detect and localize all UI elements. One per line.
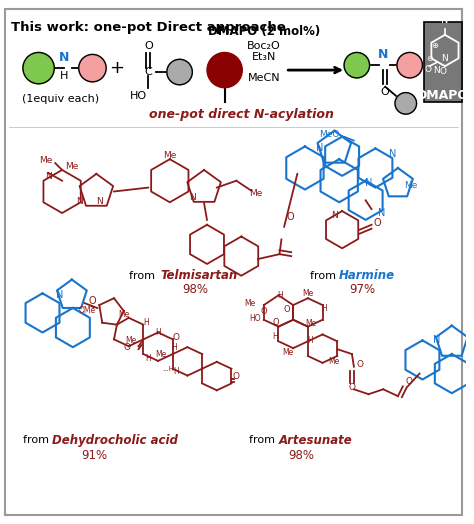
Text: 98%: 98% <box>288 450 314 462</box>
Text: Me: Me <box>163 151 176 160</box>
Text: O: O <box>172 333 179 342</box>
Text: O: O <box>374 218 381 228</box>
Text: O: O <box>261 308 267 316</box>
Text: one-pot direct N-acylation: one-pot direct N-acylation <box>149 107 334 121</box>
Text: Me: Me <box>446 13 457 22</box>
Text: Me: Me <box>249 189 263 198</box>
Text: N: N <box>316 144 323 154</box>
Circle shape <box>344 52 370 78</box>
Text: (1equiv each): (1equiv each) <box>22 94 99 104</box>
Text: Me: Me <box>155 350 167 358</box>
Text: N: N <box>378 48 389 61</box>
Text: N: N <box>59 51 69 64</box>
Text: ...H: ...H <box>162 366 174 372</box>
Circle shape <box>397 52 422 78</box>
Text: O: O <box>356 361 363 369</box>
Text: Boc₂O: Boc₂O <box>247 40 281 51</box>
Text: Me: Me <box>245 299 256 308</box>
Circle shape <box>395 93 417 114</box>
Text: Me: Me <box>305 319 317 328</box>
Text: O: O <box>272 318 279 327</box>
Text: H: H <box>278 291 283 300</box>
Text: N: N <box>45 172 52 181</box>
Text: H: H <box>173 367 179 376</box>
Circle shape <box>79 54 106 82</box>
Text: N: N <box>433 66 439 74</box>
Text: O: O <box>405 377 412 386</box>
Text: 98%: 98% <box>182 283 209 296</box>
Text: N: N <box>365 178 372 188</box>
Text: Me: Me <box>125 336 136 345</box>
Text: Me: Me <box>435 13 446 22</box>
Text: O: O <box>284 305 291 314</box>
Text: N: N <box>189 193 196 202</box>
Text: H: H <box>155 328 161 337</box>
Text: Me: Me <box>282 347 293 356</box>
Text: Me: Me <box>65 161 78 170</box>
Text: N: N <box>76 197 83 206</box>
Text: +: + <box>109 59 125 77</box>
Text: Me: Me <box>302 289 313 298</box>
Text: Telmisartan: Telmisartan <box>160 269 237 282</box>
Text: DMAPO: DMAPO <box>417 89 469 102</box>
Text: H: H <box>322 303 328 312</box>
Text: H: H <box>60 71 68 81</box>
Text: OMe: OMe <box>78 307 95 315</box>
Text: O: O <box>123 343 130 352</box>
Text: N: N <box>331 211 337 220</box>
Text: MeO: MeO <box>319 130 339 139</box>
Text: Artesunate: Artesunate <box>279 434 352 446</box>
Text: ⊖: ⊖ <box>426 54 433 63</box>
Text: Me: Me <box>39 156 52 165</box>
Text: O: O <box>233 372 240 381</box>
Text: 97%: 97% <box>349 283 375 296</box>
Text: HO: HO <box>130 91 147 101</box>
Text: H: H <box>144 318 149 327</box>
Text: DMAPO (2 mol%): DMAPO (2 mol%) <box>208 25 320 38</box>
Text: O: O <box>286 212 294 222</box>
Text: MeCN: MeCN <box>247 73 280 83</box>
Text: from: from <box>23 435 53 445</box>
Text: Me: Me <box>404 181 418 190</box>
Text: from: from <box>310 271 339 281</box>
Text: N: N <box>378 208 385 218</box>
Circle shape <box>167 59 192 85</box>
Text: N: N <box>96 197 103 206</box>
FancyBboxPatch shape <box>5 9 462 515</box>
Text: O: O <box>89 296 96 306</box>
Text: This work: one-pot Direct approache: This work: one-pot Direct approache <box>11 21 286 34</box>
Text: O: O <box>144 40 153 50</box>
Text: Me: Me <box>118 310 129 319</box>
Text: H: H <box>171 343 177 352</box>
Text: from: from <box>249 435 279 445</box>
Text: N: N <box>433 335 441 345</box>
Text: O: O <box>381 87 390 97</box>
Text: 91%: 91% <box>82 450 108 462</box>
Text: Harmine: Harmine <box>339 269 395 282</box>
Text: HO: HO <box>249 314 261 323</box>
Text: O: O <box>425 64 432 73</box>
Circle shape <box>23 52 54 84</box>
Text: N: N <box>441 15 448 25</box>
Text: H: H <box>307 336 313 345</box>
Text: O: O <box>439 67 447 75</box>
Text: O: O <box>348 383 356 392</box>
Text: N: N <box>56 290 64 300</box>
Text: H: H <box>273 332 278 341</box>
Circle shape <box>207 52 242 88</box>
Text: N: N <box>389 149 397 159</box>
Text: Me: Me <box>328 357 340 366</box>
Text: Dehydrocholic acid: Dehydrocholic acid <box>52 434 178 446</box>
Text: ⊕: ⊕ <box>432 41 438 50</box>
Text: Et₃N: Et₃N <box>252 52 276 62</box>
Text: from: from <box>128 271 158 281</box>
FancyBboxPatch shape <box>424 22 462 102</box>
Text: H: H <box>146 354 151 364</box>
Text: N: N <box>442 54 448 63</box>
Text: C: C <box>145 67 152 77</box>
